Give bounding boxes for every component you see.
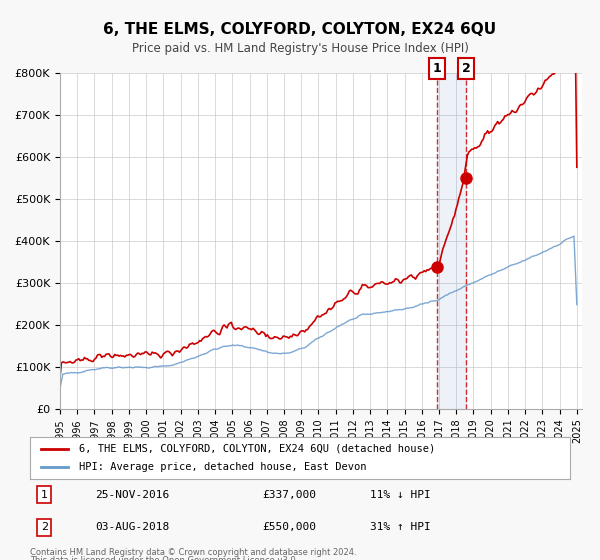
Text: 1: 1	[41, 489, 48, 500]
Text: HPI: Average price, detached house, East Devon: HPI: Average price, detached house, East…	[79, 462, 366, 472]
Text: Contains HM Land Registry data © Crown copyright and database right 2024.: Contains HM Land Registry data © Crown c…	[30, 548, 356, 557]
Text: £550,000: £550,000	[262, 522, 316, 533]
Text: 1: 1	[433, 62, 442, 75]
Text: 6, THE ELMS, COLYFORD, COLYTON, EX24 6QU: 6, THE ELMS, COLYFORD, COLYTON, EX24 6QU	[103, 22, 497, 38]
Text: 6, THE ELMS, COLYFORD, COLYTON, EX24 6QU (detached house): 6, THE ELMS, COLYFORD, COLYTON, EX24 6QU…	[79, 444, 435, 454]
Text: 11% ↓ HPI: 11% ↓ HPI	[370, 489, 431, 500]
Text: 31% ↑ HPI: 31% ↑ HPI	[370, 522, 431, 533]
Text: This data is licensed under the Open Government Licence v3.0.: This data is licensed under the Open Gov…	[30, 556, 298, 560]
Text: 2: 2	[41, 522, 48, 533]
Text: Price paid vs. HM Land Registry's House Price Index (HPI): Price paid vs. HM Land Registry's House …	[131, 42, 469, 55]
Text: £337,000: £337,000	[262, 489, 316, 500]
Text: 25-NOV-2016: 25-NOV-2016	[95, 489, 169, 500]
Text: 03-AUG-2018: 03-AUG-2018	[95, 522, 169, 533]
Bar	[437, 73, 466, 409]
Text: 2: 2	[462, 62, 470, 75]
